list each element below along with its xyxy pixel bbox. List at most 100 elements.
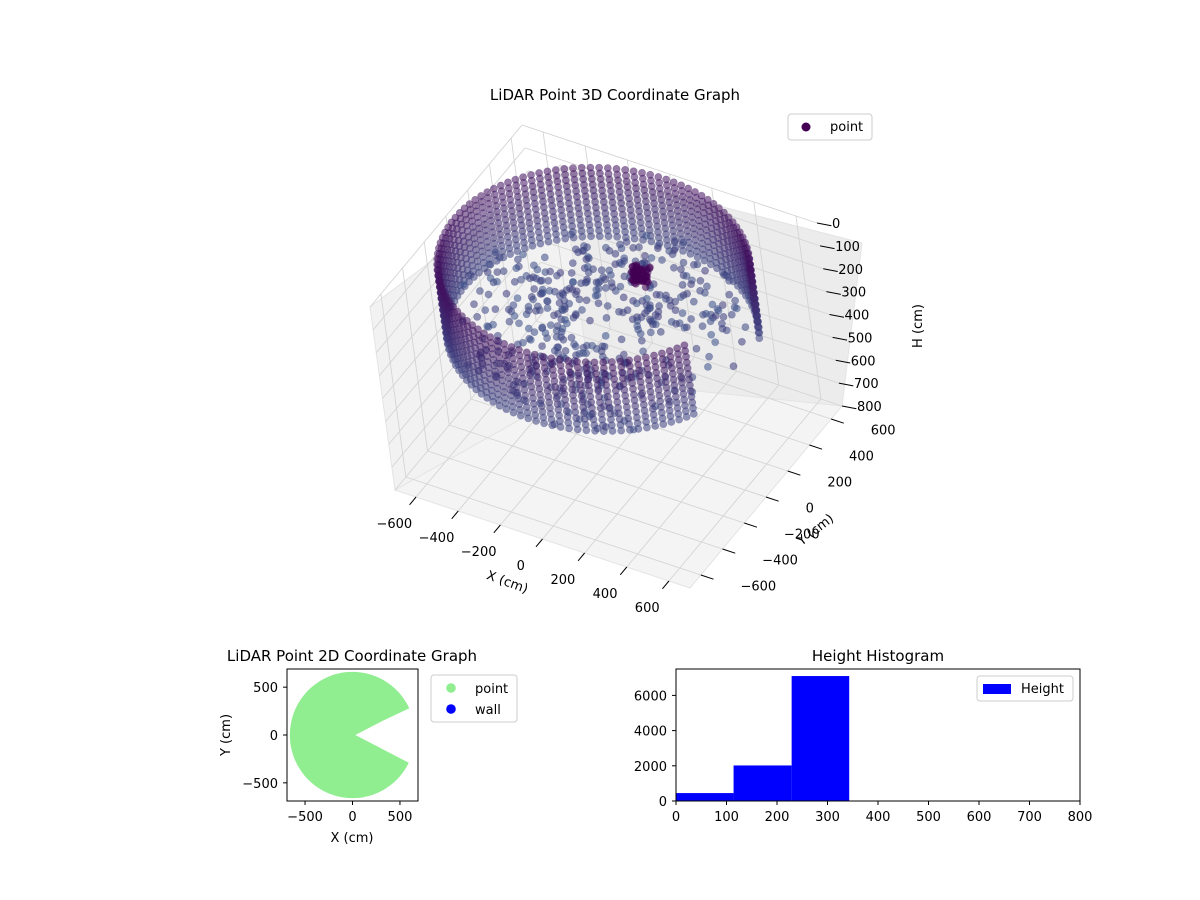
point-3d bbox=[594, 284, 603, 293]
point-3d bbox=[696, 286, 704, 295]
histogram-bars bbox=[676, 676, 850, 801]
point-3d bbox=[565, 424, 573, 433]
point-3d bbox=[473, 312, 482, 321]
grid-h-left bbox=[394, 307, 548, 491]
point-3d bbox=[519, 250, 527, 259]
point-3d bbox=[692, 344, 701, 353]
grid-x-floor bbox=[668, 398, 822, 582]
y-tick-label-histogram: 0 bbox=[659, 795, 667, 810]
point-3d bbox=[665, 247, 674, 255]
y-tick-label-histogram: 2000 bbox=[634, 760, 667, 775]
point-3d bbox=[540, 253, 549, 262]
point-3d bbox=[514, 255, 522, 264]
point-3d bbox=[619, 293, 628, 302]
point-3d bbox=[551, 287, 559, 296]
point-3d bbox=[706, 317, 715, 326]
point-3d bbox=[616, 282, 625, 291]
ticks-3d: −600 −400 −200 0 200 400 600 −600 −400 −200 0 200 40… bbox=[376, 217, 895, 616]
point-3d bbox=[675, 415, 683, 424]
point-3d bbox=[679, 291, 688, 299]
x-tick-label-histogram: 0 bbox=[672, 810, 680, 825]
point-3d bbox=[611, 249, 620, 258]
point-3d bbox=[484, 290, 493, 299]
x-tick-label-histogram: 100 bbox=[714, 810, 739, 825]
point-3d bbox=[641, 283, 650, 291]
point-3d bbox=[701, 266, 709, 275]
point-3d bbox=[578, 306, 586, 314]
point-3d bbox=[619, 350, 628, 359]
point-3d bbox=[689, 409, 698, 418]
point-3d bbox=[569, 278, 577, 286]
y-tick-label-histogram: 4000 bbox=[634, 725, 667, 740]
point-3d bbox=[559, 306, 567, 315]
point-3d bbox=[678, 309, 687, 318]
point-3d bbox=[731, 296, 739, 305]
point-3d bbox=[565, 284, 574, 293]
point-3d bbox=[730, 303, 739, 312]
histogram-title: Height Histogram bbox=[812, 647, 944, 665]
point-3d bbox=[510, 277, 519, 286]
y-tick-label-2d: 0 bbox=[270, 729, 278, 744]
point-3d bbox=[466, 270, 475, 279]
point-3d bbox=[679, 238, 688, 247]
x-tick-label-histogram: 300 bbox=[815, 810, 840, 825]
point-3d bbox=[602, 313, 611, 322]
point-3d bbox=[567, 230, 575, 239]
point-3d bbox=[667, 418, 676, 426]
legend-2d-wall-label: wall bbox=[475, 703, 501, 718]
x-tick-3d bbox=[493, 524, 501, 534]
z-tick-label-3d: 100 bbox=[835, 240, 860, 255]
point-3d bbox=[582, 255, 591, 264]
chart-2d-title: LiDAR Point 2D Coordinate Graph bbox=[227, 647, 477, 665]
point-3d bbox=[567, 333, 576, 342]
point-3d bbox=[510, 312, 519, 320]
point-3d bbox=[738, 337, 746, 346]
z-tick-label-3d: 700 bbox=[854, 377, 879, 392]
point-3d bbox=[651, 422, 660, 430]
point-3d bbox=[575, 295, 584, 304]
point-3d bbox=[698, 322, 707, 331]
point-3d bbox=[587, 232, 595, 241]
y-tick-3d bbox=[787, 470, 801, 476]
point-3d bbox=[475, 287, 484, 295]
point-3d bbox=[725, 290, 734, 299]
point-3d bbox=[741, 323, 750, 331]
legend-histogram-swatch bbox=[983, 684, 1011, 694]
point-region-2d bbox=[289, 671, 410, 799]
point-3d bbox=[608, 427, 617, 435]
z-tick-label-3d: 0 bbox=[832, 217, 840, 232]
point-3d bbox=[552, 236, 561, 244]
point-3d bbox=[641, 251, 649, 260]
point-3d bbox=[630, 278, 639, 287]
point-3d bbox=[552, 332, 561, 341]
point-3d bbox=[573, 425, 582, 434]
y-tick-label-3d: −200 bbox=[784, 528, 820, 543]
legend-2d-point-marker bbox=[446, 683, 456, 693]
point-3d bbox=[570, 340, 578, 348]
point-3d bbox=[524, 414, 533, 423]
y-tick-label-3d: 200 bbox=[827, 476, 852, 491]
legend-3d-label: point bbox=[830, 120, 863, 135]
point-3d bbox=[656, 327, 665, 336]
x-tick-label-3d: −200 bbox=[461, 545, 497, 560]
chart-histogram: Height Histogram 0 100 200 300 400 500 600 700 8… bbox=[634, 647, 1093, 825]
z-tick-3d bbox=[816, 222, 832, 227]
x-tick-label-2d: 0 bbox=[348, 810, 356, 825]
point-3d bbox=[687, 280, 695, 289]
point-3d bbox=[544, 237, 553, 246]
x-tick-label-3d: 600 bbox=[635, 601, 660, 616]
point-3d bbox=[707, 330, 716, 339]
grid-h-right bbox=[546, 307, 843, 407]
point-3d bbox=[546, 321, 555, 329]
point-3d bbox=[489, 278, 498, 287]
point-3d bbox=[556, 423, 565, 431]
point-3d bbox=[499, 267, 508, 276]
point-3d bbox=[543, 304, 552, 312]
point-3d bbox=[633, 316, 642, 325]
grid-x-floor bbox=[626, 384, 780, 568]
point-3d bbox=[671, 306, 680, 315]
z-tick-label-3d: 400 bbox=[845, 309, 870, 324]
point-3d bbox=[535, 306, 544, 315]
point-3d bbox=[617, 335, 626, 344]
